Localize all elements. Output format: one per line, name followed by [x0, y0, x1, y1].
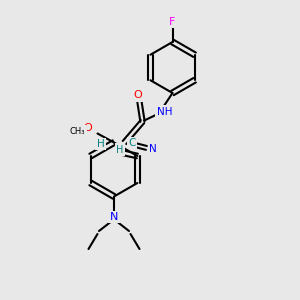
Text: CH₃: CH₃: [70, 127, 85, 136]
Text: H: H: [116, 145, 123, 154]
Text: N: N: [110, 212, 118, 222]
Text: N: N: [149, 143, 157, 154]
Text: NH: NH: [157, 106, 172, 117]
Text: O: O: [134, 90, 142, 100]
Text: C: C: [128, 138, 136, 148]
Text: O: O: [83, 123, 92, 133]
Text: H: H: [97, 139, 104, 149]
Text: F: F: [169, 16, 176, 27]
